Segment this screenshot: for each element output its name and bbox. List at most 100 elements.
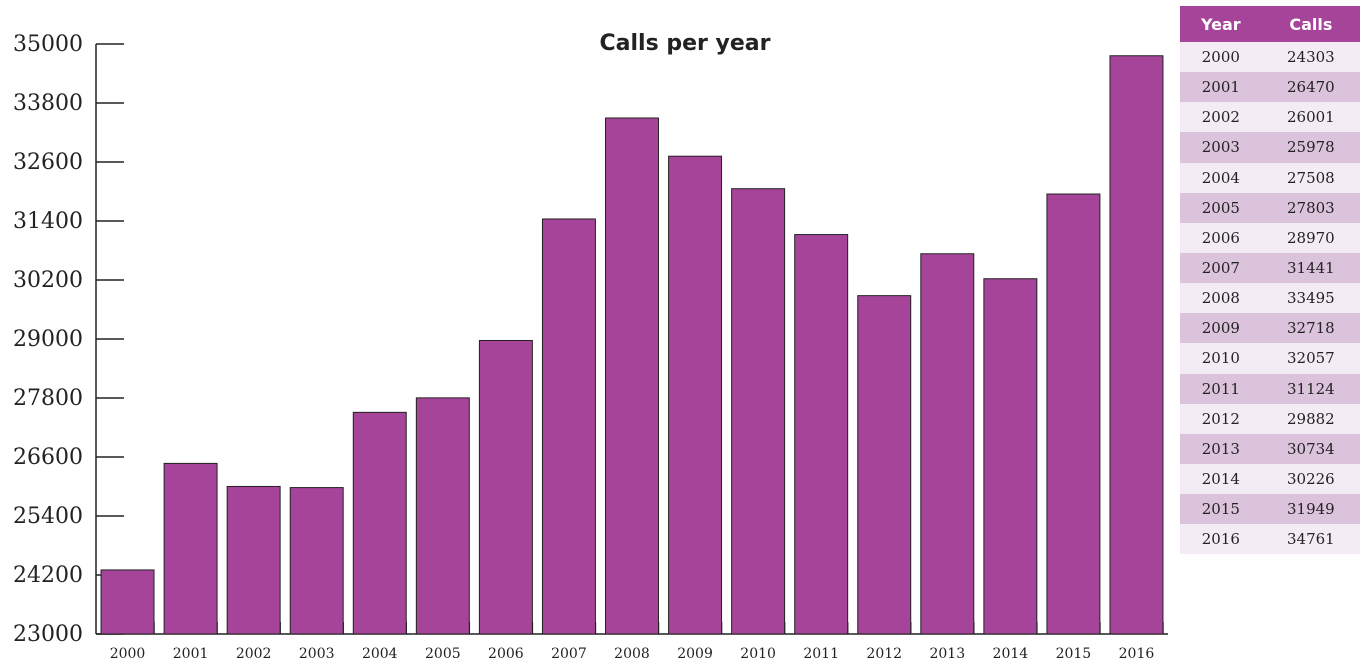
bar-2012 (857, 295, 912, 635)
table-cell-calls: 33495 (1261, 283, 1360, 314)
table-cell-calls: 32057 (1261, 343, 1360, 374)
bar-2001 (163, 462, 218, 635)
bar-chart: Calls per year 23000 24200 25400 26600 27800… (13, 31, 1168, 662)
table-cell-year: 2004 (1180, 162, 1262, 193)
table-row: 2007 31441 (1180, 252, 1360, 284)
bar-2011 (794, 234, 849, 635)
bar-2016 (1109, 55, 1164, 635)
table-cell-year: 2008 (1180, 283, 1262, 314)
table-cell-year: 2005 (1180, 192, 1262, 223)
y-tick-label: 26600 (13, 445, 83, 470)
bar-2000 (100, 569, 155, 635)
table-cell-year: 2010 (1180, 343, 1262, 374)
y-tick-label: 30200 (13, 268, 83, 293)
table-row: 2004 27508 (1180, 162, 1360, 193)
chart-title: Calls per year (600, 31, 771, 56)
table-cell-calls: 31949 (1261, 494, 1360, 525)
table-cell-calls: 31441 (1261, 252, 1360, 284)
table-row: 2009 32718 (1180, 313, 1360, 344)
table-row: 2013 30734 (1180, 433, 1360, 464)
table-cell-calls: 25978 (1261, 132, 1360, 163)
bar-2003 (289, 487, 344, 635)
y-tick-label: 23000 (13, 622, 83, 647)
x-tick-label: 2005 (425, 646, 461, 662)
table-row: 2015 31949 (1180, 494, 1360, 525)
table-cell-calls: 29882 (1261, 403, 1360, 434)
x-tick-label: 2012 (866, 646, 902, 662)
table-cell-calls: 26470 (1261, 72, 1360, 103)
bar-2002 (226, 485, 281, 635)
bar-series (100, 55, 1164, 635)
table-row: 2014 30226 (1180, 463, 1360, 495)
table-cell-calls: 28970 (1261, 222, 1360, 253)
x-tick-label: 2003 (299, 646, 335, 662)
table-cell-year: 2002 (1180, 102, 1262, 133)
table-row: 2002 26001 (1180, 102, 1360, 133)
table-cell-year: 2001 (1180, 72, 1262, 103)
y-tick-label: 33800 (13, 91, 83, 116)
x-tick-label: 2006 (488, 646, 524, 662)
x-tick-label: 2016 (1119, 646, 1155, 662)
bar-2015 (1046, 193, 1101, 635)
table-cell-calls: 26001 (1261, 102, 1360, 133)
bar-2010 (731, 188, 786, 635)
x-tick-label: 2013 (929, 646, 965, 662)
y-tick-label: 25400 (13, 504, 83, 529)
table-cell-year: 2011 (1180, 373, 1262, 404)
table-cell-calls: 34761 (1261, 524, 1360, 555)
x-tick-label: 2002 (236, 646, 272, 662)
table-cell-year: 2009 (1180, 313, 1262, 344)
bar-2006 (478, 339, 533, 635)
data-table: Year Calls 2000 24303 2001 26470 2002 26001 20… (1180, 6, 1360, 555)
x-tick-label: 2000 (110, 646, 146, 662)
x-tick-label: 2014 (993, 646, 1029, 662)
y-tick-label: 29000 (13, 327, 83, 352)
bar-2007 (541, 218, 596, 635)
table-row: 2012 29882 (1180, 403, 1360, 434)
table-row: 2006 28970 (1180, 222, 1360, 253)
y-tick-label: 24200 (13, 563, 83, 588)
table-cell-year: 2016 (1180, 524, 1262, 555)
x-tick-label: 2011 (803, 646, 839, 662)
y-tick-label: 32600 (13, 150, 83, 175)
table-cell-year: 2007 (1180, 252, 1262, 284)
bar-2014 (983, 278, 1038, 635)
bar-2008 (605, 117, 659, 635)
bar-2005 (415, 397, 470, 635)
bar-2009 (668, 155, 723, 635)
x-tick-label: 2009 (677, 646, 713, 662)
table-row: 2010 32057 (1180, 343, 1360, 374)
table-cell-year: 2013 (1180, 433, 1262, 464)
x-tick-label: 2004 (362, 646, 398, 662)
x-tick-label: 2007 (551, 646, 587, 662)
bar-2013 (920, 253, 975, 635)
table-row: 2001 26470 (1180, 72, 1360, 103)
table-cell-calls: 32718 (1261, 313, 1360, 344)
table-cell-year: 2014 (1180, 463, 1262, 495)
table-row: 2011 31124 (1180, 373, 1360, 404)
table-header-calls: Calls (1261, 6, 1360, 42)
table-row: 2008 33495 (1180, 283, 1360, 314)
table-cell-year: 2003 (1180, 132, 1262, 163)
table-cell-calls: 27508 (1261, 162, 1360, 193)
table-cell-calls: 30226 (1261, 463, 1360, 495)
table-cell-year: 2006 (1180, 222, 1262, 253)
table-cell-year: 2015 (1180, 494, 1262, 525)
y-tick-label: 35000 (13, 32, 83, 57)
table-cell-calls: 24303 (1261, 42, 1360, 73)
table-row: 2000 24303 (1180, 42, 1360, 73)
table-row: 2016 34761 (1180, 524, 1360, 555)
x-tick-label: 2001 (173, 646, 209, 662)
bar-2004 (352, 411, 407, 635)
table-row: 2003 25978 (1180, 132, 1360, 163)
x-tick-label: 2010 (740, 646, 776, 662)
table-cell-calls: 31124 (1261, 373, 1360, 404)
table-cell-calls: 30734 (1261, 433, 1360, 464)
x-tick-label: 2015 (1056, 646, 1092, 662)
table-cell-year: 2000 (1180, 42, 1262, 73)
table-row: 2005 27803 (1180, 192, 1360, 223)
x-tick-label: 2008 (614, 646, 650, 662)
table-cell-year: 2012 (1180, 403, 1262, 434)
y-axis: 23000 24200 25400 26600 27800 29000 30200 31400… (13, 32, 124, 647)
table-body: 2000 24303 2001 26470 2002 26001 2003 25978 2004… (1180, 42, 1360, 555)
